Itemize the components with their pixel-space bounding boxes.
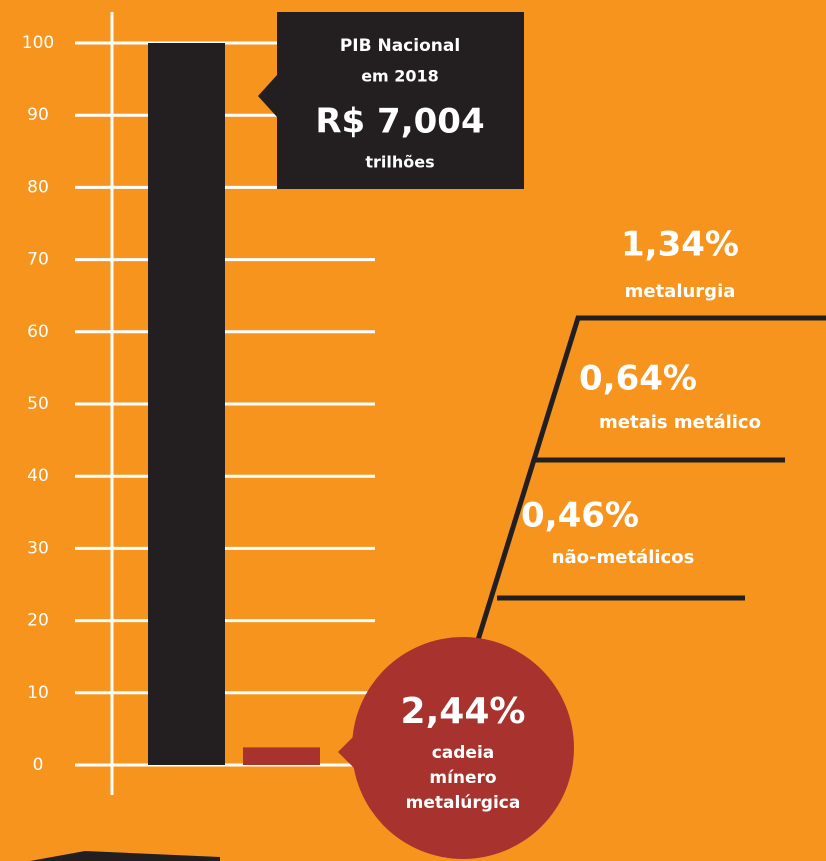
y-tick-label: 70	[27, 250, 49, 270]
callout-pointer	[258, 75, 277, 117]
y-tick-label: 50	[27, 394, 49, 414]
callout-unit: trilhões	[365, 153, 434, 172]
y-tick-label: 90	[27, 105, 49, 125]
breakdown-value: 1,34%	[621, 225, 739, 265]
callout-subtitle: em 2018	[361, 67, 439, 86]
callout-box	[277, 12, 524, 189]
bar-annotation: cadeia	[432, 743, 495, 763]
bar	[148, 43, 225, 765]
breakdown-name: não-metálicos	[552, 547, 695, 568]
y-tick-label: 40	[27, 466, 49, 486]
breakdown-line	[475, 315, 826, 641]
breakdown-name: metais metálico	[599, 412, 761, 433]
annotation-circle	[352, 637, 574, 859]
bar-annotation: mínero	[429, 768, 496, 788]
callout-amount: R$ 7,004	[315, 102, 484, 142]
y-tick-label: 80	[27, 177, 49, 197]
decoration	[30, 851, 220, 861]
bar	[243, 747, 320, 765]
breakdown-value: 0,46%	[521, 496, 639, 536]
callout-title: PIB Nacional	[340, 36, 460, 56]
y-tick-label: 60	[27, 322, 49, 342]
y-tick-label: 0	[33, 755, 44, 775]
y-tick-label: 100	[22, 33, 54, 53]
bars	[148, 43, 320, 765]
breakdown-name: metalurgia	[625, 281, 736, 302]
y-tick-label: 10	[27, 683, 49, 703]
y-tick-label: 20	[27, 611, 49, 631]
breakdown-value: 0,64%	[579, 359, 697, 399]
bar-annotation: metalúrgica	[406, 793, 521, 813]
circle-pointer	[338, 735, 355, 769]
bar-value-label: 2,44%	[401, 691, 526, 732]
y-tick-label: 30	[27, 538, 49, 558]
